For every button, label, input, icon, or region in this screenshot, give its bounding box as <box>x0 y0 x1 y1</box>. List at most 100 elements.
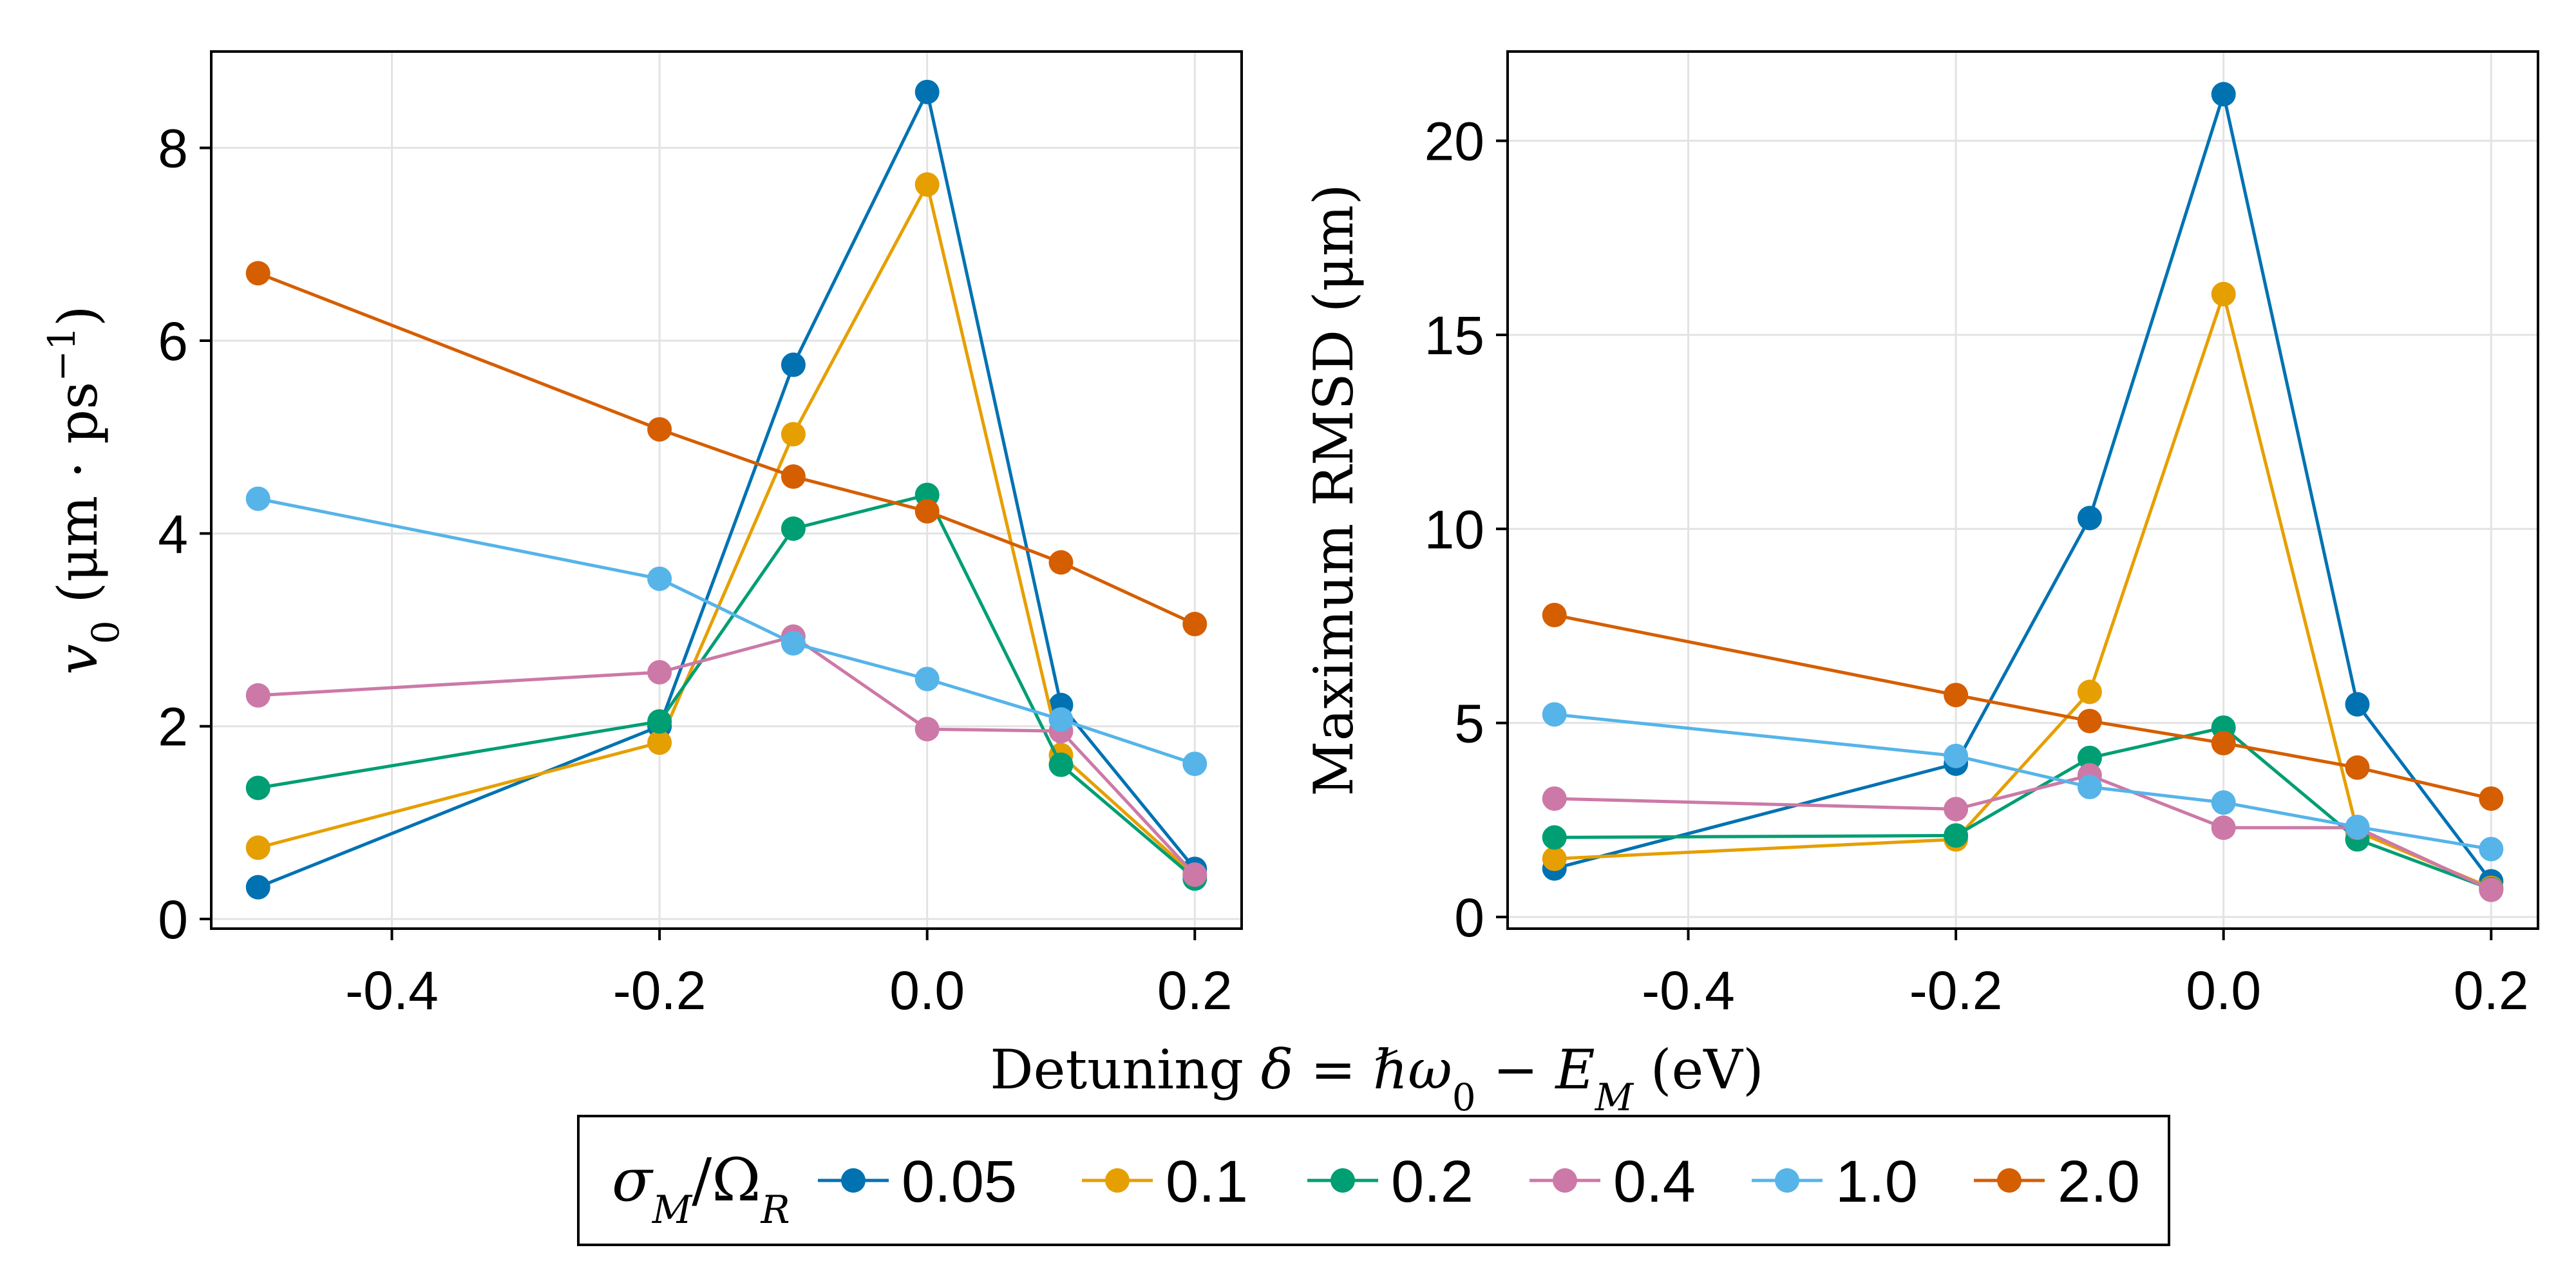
legend-marker <box>1553 1168 1577 1193</box>
right-data-point <box>2345 815 2370 840</box>
right-series-1_0 <box>1542 702 2504 862</box>
right-data-point <box>1542 603 1567 628</box>
left-data-point <box>781 516 806 541</box>
left-x-tick-label: -0.2 <box>613 960 706 1021</box>
right-series-2_0 <box>1542 603 2504 811</box>
left-data-point <box>647 566 672 591</box>
left-y-tick-label: 0 <box>158 889 188 950</box>
right-x-tick-label: -0.2 <box>1909 960 2003 1021</box>
left-y-ticks: 0 2 4 6 8 <box>158 118 211 950</box>
right-series-layer <box>1542 82 2504 902</box>
legend-marker <box>1331 1168 1355 1193</box>
right-data-point <box>1542 846 1567 871</box>
right-series-0_1 <box>1542 281 2504 900</box>
left-x-tick-label: -0.4 <box>345 960 439 1021</box>
right-data-point <box>2077 679 2102 705</box>
right-x-tick-label: -0.4 <box>1642 960 1735 1021</box>
right-data-point <box>1542 786 1567 811</box>
left-data-point <box>781 422 806 447</box>
left-series-0_1 <box>245 172 1208 888</box>
left-data-point <box>914 498 940 524</box>
right-series-line <box>1554 712 2492 851</box>
right-data-point <box>2479 837 2504 862</box>
right-data-point <box>1944 683 1969 708</box>
left-x-tick-label: 0.0 <box>889 960 965 1021</box>
left-y-axis-title: v0 (μm · ps−1) <box>40 305 128 674</box>
left-series-0_2 <box>245 482 1208 891</box>
right-data-point <box>1542 825 1567 850</box>
left-series-line <box>257 271 1196 626</box>
legend-entry-0_05: 0.05 <box>818 1149 1017 1215</box>
left-data-point <box>914 717 940 742</box>
left-data-point <box>1182 752 1208 777</box>
right-series-line <box>1554 773 2492 891</box>
right-plot-frame <box>1506 50 2539 930</box>
left-data-point <box>1048 707 1074 732</box>
right-data-point <box>2345 692 2370 717</box>
left-grid <box>211 52 1242 929</box>
right-data-point <box>1542 702 1567 727</box>
left-data-point <box>647 709 672 734</box>
right-data-point <box>2479 877 2504 902</box>
left-series-line <box>258 180 1196 877</box>
left-plot-frame <box>210 50 1243 930</box>
left-data-point <box>1048 752 1074 777</box>
left-y-tick-label: 2 <box>158 697 188 757</box>
right-y-tick-label: 5 <box>1454 694 1484 754</box>
legend-marker <box>1997 1168 2022 1193</box>
right-data-point <box>2211 730 2236 755</box>
x-axis-title: Detuning δ = ℏω0 − EM (eV) <box>990 1038 1763 1119</box>
right-x-tick-label: 0.2 <box>2454 960 2529 1021</box>
right-y-tick-label: 20 <box>1425 111 1484 172</box>
right-data-point <box>2345 755 2370 780</box>
legend-marker <box>1105 1168 1130 1193</box>
right-panel: -0.4 -0.2 0.0 0.2 0 5 10 15 20 Maximum RMSD (μm… <box>1302 50 2539 1021</box>
left-data-point <box>1048 550 1074 575</box>
legend-label: 1.0 <box>1835 1149 1918 1215</box>
right-x-tick-label: 0.0 <box>2186 960 2261 1021</box>
right-data-point <box>1944 797 1969 822</box>
left-data-point <box>245 683 270 708</box>
left-panel: -0.4 -0.2 0.0 0.2 0 2 4 6 8 v0 (μm · ps−1) <box>40 50 1243 1021</box>
left-data-point <box>781 352 806 377</box>
left-y-tick-label: 6 <box>158 311 188 372</box>
right-data-point <box>2077 775 2102 800</box>
left-data-point <box>647 730 672 755</box>
right-data-point <box>2211 82 2236 107</box>
right-data-point <box>2077 708 2102 734</box>
right-series-line <box>1554 726 2492 891</box>
right-data-point <box>2479 786 2504 811</box>
right-grid <box>1508 52 2538 929</box>
left-data-point <box>1182 612 1208 637</box>
left-data-point <box>245 775 270 800</box>
right-y-tick-label: 0 <box>1454 887 1484 948</box>
legend-marker <box>1775 1168 1799 1193</box>
right-data-point <box>1944 743 1969 768</box>
legend-entry-2_0: 2.0 <box>1974 1149 2140 1215</box>
right-y-tick-label: 10 <box>1425 499 1484 560</box>
legend-title: σM/ΩR <box>612 1146 790 1233</box>
left-data-point <box>781 630 806 656</box>
left-x-ticks: -0.4 -0.2 0.0 0.2 <box>345 929 1233 1021</box>
left-x-tick-label: 0.2 <box>1157 960 1233 1021</box>
legend-label: 0.05 <box>902 1149 1017 1215</box>
left-y-tick-label: 4 <box>158 504 188 564</box>
legend-label: 0.2 <box>1391 1149 1473 1215</box>
left-data-point <box>914 79 940 104</box>
legend-label: 0.4 <box>1613 1149 1696 1215</box>
right-series-line <box>1554 88 2493 883</box>
left-series-line <box>258 634 1197 876</box>
right-data-point <box>2077 506 2102 531</box>
right-data-point <box>2211 815 2236 840</box>
right-series-line <box>1554 288 2492 890</box>
left-series-line <box>258 497 1196 766</box>
right-y-axis-title: Maximum RMSD (μm) <box>1302 184 1365 796</box>
left-series-2_0 <box>245 261 1208 637</box>
left-data-point <box>1182 862 1208 887</box>
legend-entry-0_2: 0.2 <box>1307 1149 1473 1215</box>
left-series-layer <box>245 79 1208 900</box>
right-data-point <box>2077 745 2102 770</box>
legend-entry-0_1: 0.1 <box>1082 1149 1248 1215</box>
legend-entries: 0.05 0.1 0.2 0.4 1.0 2.0 <box>818 1149 2140 1215</box>
